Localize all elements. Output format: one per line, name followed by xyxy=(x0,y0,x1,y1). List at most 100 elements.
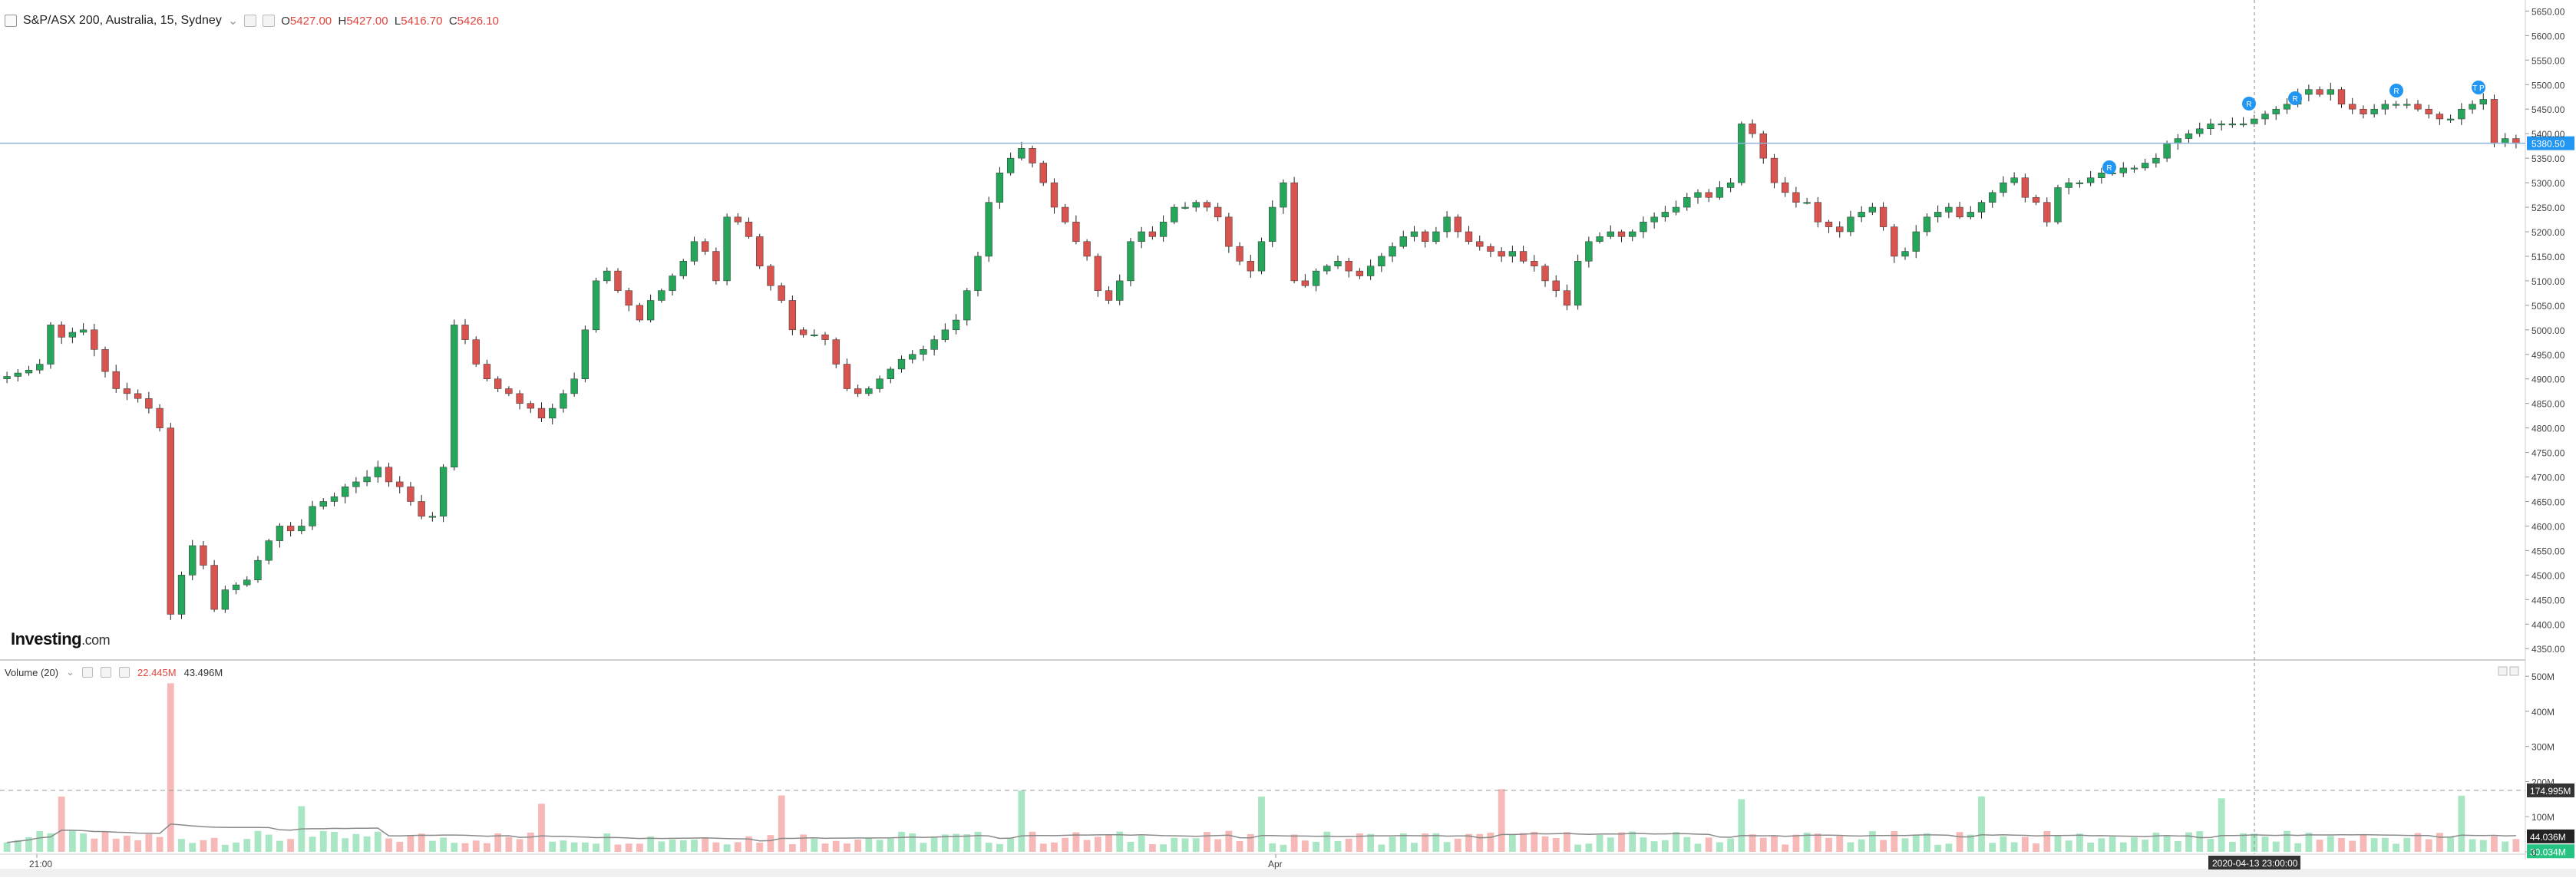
volume-bar xyxy=(472,840,480,852)
volume-bar xyxy=(625,843,632,852)
volume-bar xyxy=(593,843,599,852)
volume-bar xyxy=(570,842,578,852)
volume-bar xyxy=(712,842,720,852)
candle-body xyxy=(1563,290,1571,306)
candle-body xyxy=(1770,157,1778,183)
price-tick-label: 5550.00 xyxy=(2531,55,2565,66)
candle-body xyxy=(2436,114,2444,120)
volume-bar xyxy=(821,843,829,852)
volume-bar xyxy=(1836,836,1844,852)
symbol-title[interactable]: S&P/ASX 200, Australia, 15, Sydney xyxy=(23,14,222,27)
volume-bar xyxy=(396,841,404,852)
candle-body xyxy=(1738,124,1745,183)
volume-bar xyxy=(1192,838,1200,852)
candle-body xyxy=(1531,261,1538,266)
volume-bar xyxy=(1454,838,1461,852)
candle-body xyxy=(1825,221,1833,227)
candle-body xyxy=(1716,187,1724,198)
volume-bar xyxy=(2010,842,2018,852)
candle-body xyxy=(1726,182,1735,188)
volume-bar xyxy=(1683,836,1691,852)
candle-body xyxy=(2000,182,2007,193)
candle-body xyxy=(1148,231,1157,237)
volume-bar xyxy=(2021,836,2029,852)
volume-bar xyxy=(581,842,589,852)
candle-body xyxy=(79,329,88,333)
volume-bar xyxy=(484,843,490,852)
candle-body xyxy=(1901,251,1909,257)
candle-body xyxy=(483,364,491,379)
volume-bar xyxy=(319,830,327,852)
candle-body xyxy=(2054,187,2062,223)
candle-body xyxy=(581,329,590,379)
pane-down-button xyxy=(2509,666,2519,676)
volume-bar xyxy=(1247,833,1254,852)
volume-bar xyxy=(1596,834,1603,852)
bottom-strip xyxy=(0,869,2576,877)
event-marker-label: T P xyxy=(2472,84,2485,93)
candle-body xyxy=(2032,196,2040,203)
price-tick-label: 5150.00 xyxy=(2531,252,2565,262)
volume-settings-button[interactable] xyxy=(82,667,93,678)
chart-type-icon[interactable] xyxy=(5,15,17,27)
volume-bar xyxy=(210,837,218,852)
candle-body xyxy=(745,221,753,237)
volume-bar xyxy=(2305,833,2313,852)
candle-body xyxy=(1596,236,1603,243)
volume-bar xyxy=(985,843,992,852)
volume-bar xyxy=(47,833,54,852)
candle-body xyxy=(996,173,1004,203)
candle-body xyxy=(1127,241,1134,282)
volume-bar xyxy=(1225,830,1233,852)
candle-body xyxy=(309,506,316,526)
candle-body xyxy=(1989,192,1996,203)
candle-body xyxy=(1617,231,1626,237)
volume-bar xyxy=(2033,843,2039,852)
symbol-caret-icon[interactable]: ⌄ xyxy=(227,15,239,28)
volume-bar xyxy=(1934,844,1942,852)
candle-body xyxy=(1705,192,1712,198)
volume-bar xyxy=(2218,798,2225,852)
volume-caret-icon[interactable]: ⌄ xyxy=(66,666,74,678)
volume-hide-button[interactable] xyxy=(101,667,111,678)
candle-body xyxy=(690,241,698,262)
volume-bar xyxy=(2207,839,2214,852)
price-tick-label: 4550.00 xyxy=(2531,546,2565,556)
candle-body xyxy=(1039,163,1047,183)
volume-bar xyxy=(788,844,796,852)
current-price-badge xyxy=(2527,136,2574,150)
candle-body xyxy=(286,526,295,532)
hide-button[interactable] xyxy=(263,15,276,27)
volume-bar xyxy=(2512,839,2520,852)
volume-label[interactable]: Volume (20) xyxy=(5,666,59,678)
candle-body xyxy=(1607,231,1614,237)
volume-bar xyxy=(2174,840,2181,852)
volume-bar xyxy=(1465,833,1472,852)
price-tick-label: 5000.00 xyxy=(2531,325,2565,336)
candle-body xyxy=(930,339,938,350)
candle-body xyxy=(1006,157,1015,173)
volume-marker-2: 44.036M xyxy=(2530,832,2566,843)
candle-body xyxy=(941,329,949,340)
candles xyxy=(3,82,2520,620)
candle-body xyxy=(2446,118,2455,120)
candle-body xyxy=(36,364,44,371)
candle-body xyxy=(516,393,523,404)
volume-bar xyxy=(2447,836,2455,852)
volume-bar xyxy=(156,836,163,852)
settings-button[interactable] xyxy=(244,15,257,27)
candle-body xyxy=(865,388,873,394)
candle-body xyxy=(2403,104,2411,106)
candle-body xyxy=(560,393,567,409)
current-price-label: 5380.50 xyxy=(2531,139,2565,150)
price-tick-label: 5200.00 xyxy=(2531,227,2565,238)
volume-close-button[interactable] xyxy=(119,667,130,678)
candle-body xyxy=(1672,206,1680,213)
volume-bar xyxy=(2261,836,2269,852)
event-marker xyxy=(2102,160,2116,174)
candle-body xyxy=(1105,290,1113,301)
price-tick-label: 4650.00 xyxy=(2531,497,2565,507)
